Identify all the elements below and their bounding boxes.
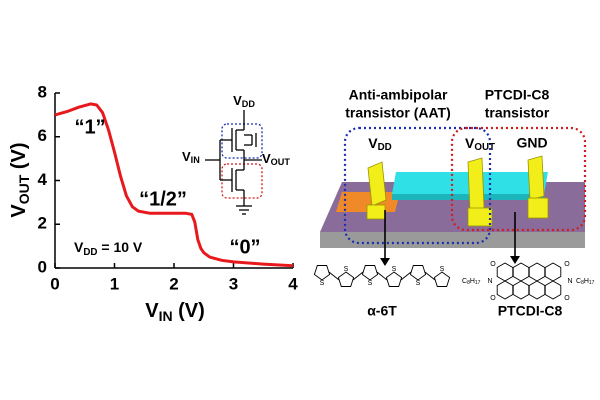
- label-sub: DD: [83, 247, 97, 258]
- bond: [328, 271, 340, 281]
- benzene-ring: [544, 262, 562, 282]
- annotation: “0”: [229, 236, 260, 258]
- atom-part: H: [470, 278, 475, 285]
- atom-label: O: [564, 295, 570, 302]
- benzene-ring: [496, 280, 514, 300]
- label-part: V: [465, 135, 475, 151]
- atom-label: S: [344, 266, 349, 273]
- label-sub: IN: [191, 155, 200, 165]
- x-axis-label: VIN (V): [145, 300, 205, 323]
- terminal-label: GND: [516, 135, 547, 151]
- bond: [376, 271, 388, 281]
- circuit-label: VDD: [233, 93, 255, 109]
- atom-part: C: [462, 278, 467, 285]
- label-part: V: [182, 149, 191, 164]
- terminal-label: VOUT: [465, 135, 495, 153]
- device-label: transistor: [485, 105, 550, 121]
- atom-label: N: [567, 278, 572, 285]
- atom-label: S: [368, 280, 373, 287]
- thiophene-ring: [313, 265, 331, 281]
- thiophene-ring: [433, 271, 451, 287]
- label-sub: DD: [242, 99, 256, 109]
- data-line: [54, 102, 294, 268]
- label-part: V: [145, 300, 159, 322]
- label-sub: IN: [159, 308, 173, 324]
- bond: [400, 271, 412, 281]
- y-tick-label: 8: [38, 82, 47, 101]
- y-tick-label: 6: [38, 126, 47, 145]
- molecule-name: α-6T: [367, 303, 397, 319]
- atom-part: H: [584, 278, 589, 285]
- device-label: PTCDI-C8: [485, 87, 550, 103]
- atom-label: S: [392, 266, 397, 273]
- label-part: V: [74, 239, 84, 255]
- atom-part: 17: [475, 280, 481, 286]
- atom-part: 17: [589, 280, 595, 286]
- atom-label: C8H17: [462, 278, 481, 286]
- atom-label: N: [487, 278, 492, 285]
- label-part: (V): [8, 142, 30, 174]
- device-label: transistor (AAT): [345, 105, 451, 121]
- benzene-ring: [512, 262, 530, 282]
- benzene-ring: [528, 262, 546, 282]
- annotation: “1/2”: [139, 188, 187, 210]
- label-sub: DD: [378, 142, 392, 153]
- x-tick-label: 1: [110, 274, 119, 293]
- thiophene-ring: [361, 265, 379, 281]
- label-part: V: [233, 93, 242, 108]
- atom-label: O: [490, 295, 496, 302]
- benzene-ring: [512, 280, 530, 300]
- atom-label: O: [564, 261, 570, 268]
- atom-label: S: [416, 280, 421, 287]
- thiophene-ring: [385, 271, 403, 287]
- annotation: VDD = 10 V: [74, 239, 143, 258]
- bond: [352, 271, 364, 281]
- thiophene-ring: [409, 265, 427, 281]
- y-tick-label: 0: [38, 257, 47, 276]
- x-tick-label: 0: [50, 274, 59, 293]
- label-sub: OUT: [16, 174, 32, 204]
- circuit: [205, 110, 263, 215]
- atom-label: O: [490, 261, 496, 268]
- label-part: V: [368, 135, 378, 151]
- benzene-ring: [496, 262, 514, 282]
- y-axis-label: VOUT (V): [8, 142, 31, 217]
- thiophene-ring: [337, 271, 355, 287]
- label-part: V: [8, 204, 30, 218]
- label-part: V: [262, 151, 271, 166]
- atom-label: C8H17: [576, 278, 595, 286]
- bond: [424, 271, 436, 281]
- circuit-label: VOUT: [262, 151, 290, 167]
- atom-part: C: [576, 278, 581, 285]
- benzene-ring: [544, 280, 562, 300]
- label-sub: OUT: [271, 157, 291, 167]
- benzene-ring: [528, 280, 546, 300]
- label-part: (V): [173, 300, 205, 322]
- atom-part: 8: [581, 280, 584, 286]
- x-tick-label: 4: [288, 274, 298, 293]
- atom-label: S: [440, 266, 445, 273]
- plot: 0 1 2 3 4 0 2 4 6 8: [38, 82, 299, 293]
- atom-label: S: [320, 280, 325, 287]
- device-label: Anti-ambipolar: [349, 87, 448, 103]
- y-tick-label: 4: [38, 170, 48, 189]
- label-sub: OUT: [474, 142, 495, 153]
- y-tick-label: 2: [38, 214, 47, 233]
- x-tick-label: 2: [169, 274, 178, 293]
- annotation: “1”: [74, 116, 105, 138]
- molecule-name: PTCDI-C8: [498, 303, 563, 319]
- atom-part: 8: [467, 280, 470, 286]
- device: [320, 126, 587, 266]
- circuit-label: VIN: [182, 149, 200, 165]
- x-tick-label: 3: [229, 274, 238, 293]
- label-part: = 10 V: [98, 239, 143, 255]
- terminal-label: VDD: [368, 135, 392, 153]
